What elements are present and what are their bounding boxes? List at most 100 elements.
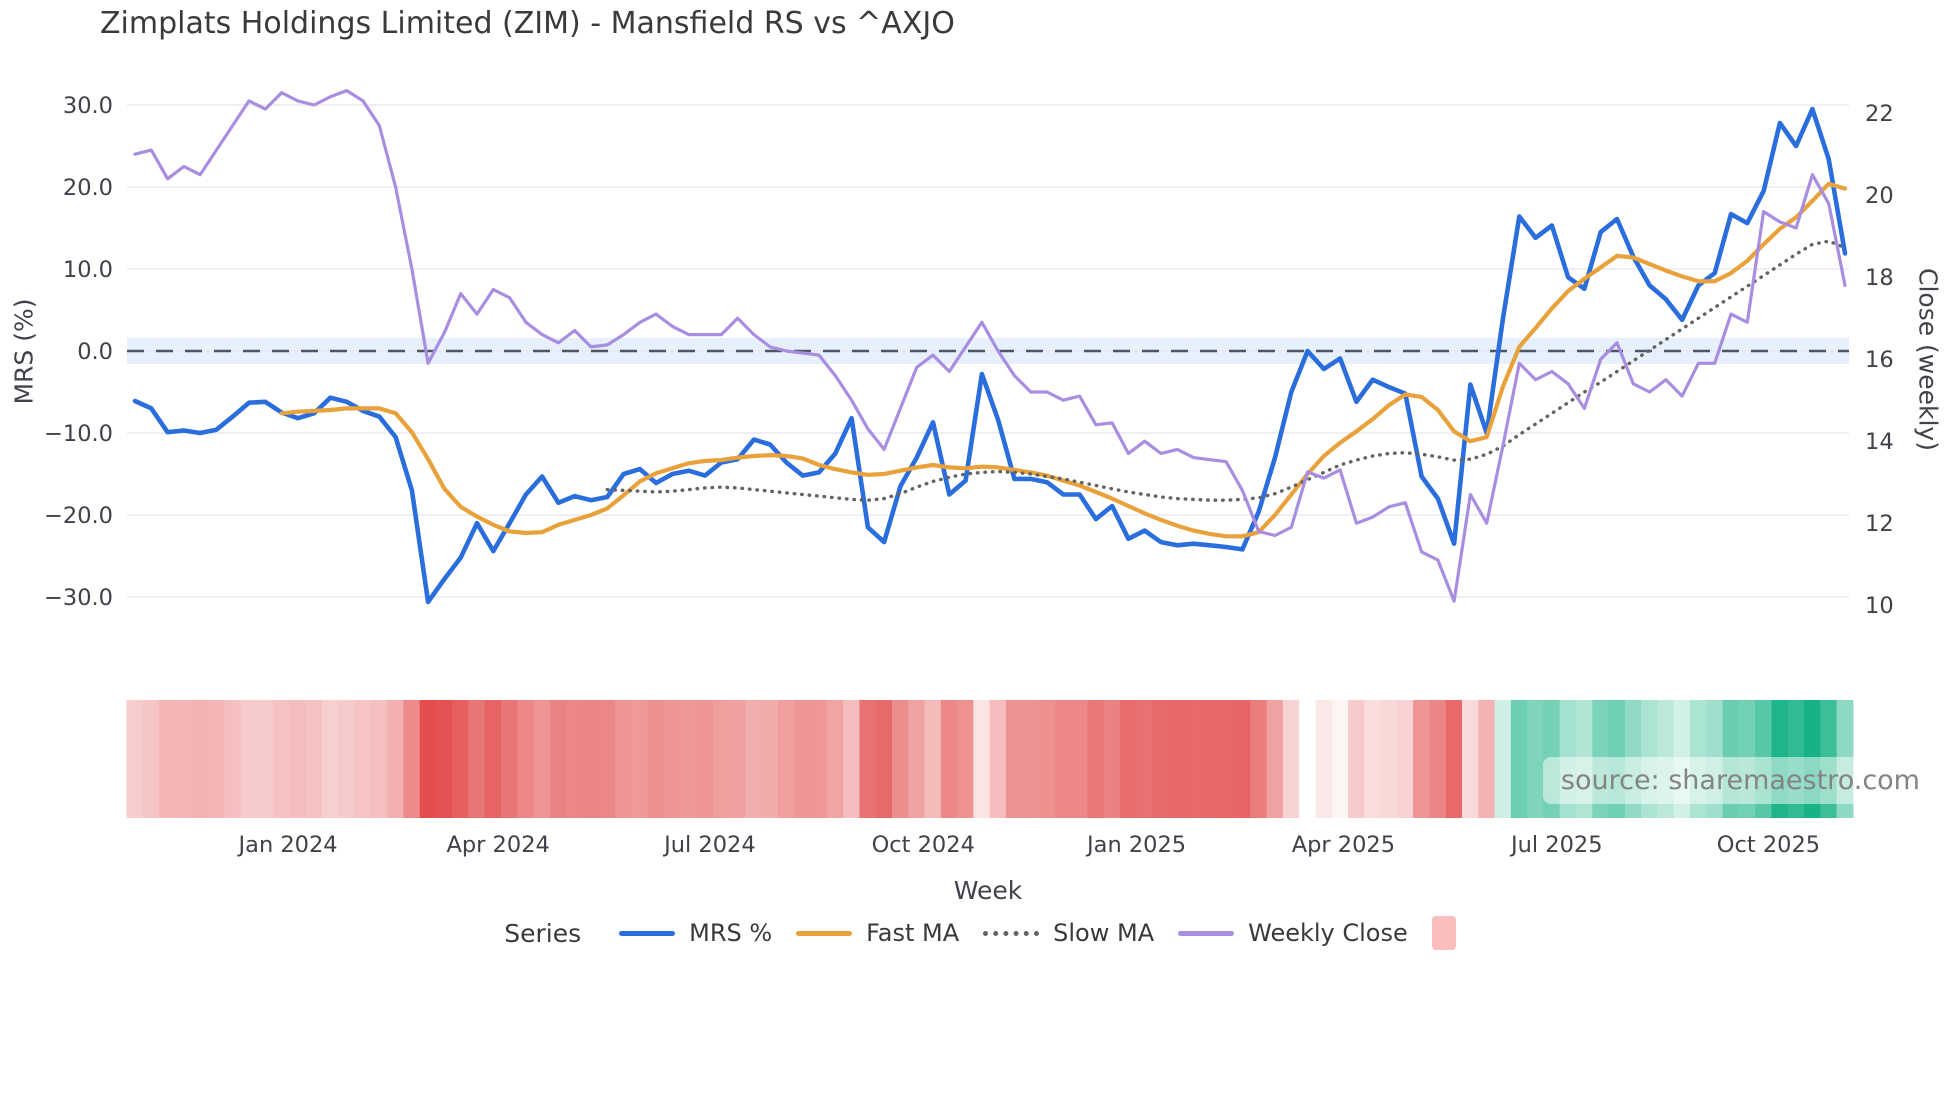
series-line-weekly-close [133, 89, 1847, 603]
y-right-tick-label: 22 [1865, 101, 1894, 127]
heatmap-week-cell [1038, 700, 1056, 818]
heatmap-week-cell [777, 700, 795, 818]
heatmap-week-cell [1087, 700, 1105, 818]
heatmap-week-cell [549, 700, 567, 818]
heatmap-week-cell [159, 700, 177, 818]
heatmap-week-cell [663, 700, 681, 818]
y-left-tick-label: −20.0 [44, 503, 113, 529]
heatmap-week-cell [1396, 700, 1414, 818]
x-tick-label: Jul 2025 [1509, 832, 1603, 858]
heatmap-week-cell [794, 700, 812, 818]
legend-item-label: Slow MA [1053, 919, 1155, 947]
heatmap-week-cell [1299, 700, 1317, 818]
x-tick-label: Oct 2024 [872, 832, 975, 858]
heatmap-week-cell [1071, 700, 1089, 818]
x-tick-label: Jan 2025 [1085, 832, 1186, 858]
x-tick-label: Apr 2024 [446, 832, 549, 858]
heatmap-week-cell [419, 700, 437, 818]
y-axis-left-title: MRS (%) [9, 298, 39, 405]
heatmap-swatch-icon [1431, 916, 1456, 950]
y-right-tick-label: 14 [1865, 429, 1894, 455]
heatmap-week-cell [387, 700, 405, 818]
legend-item-mrs[interactable]: MRS % [619, 919, 772, 947]
heatmap-week-cell [1478, 700, 1496, 818]
x-tick-label: Apr 2025 [1292, 832, 1395, 858]
heatmap-week-cell [1413, 700, 1431, 818]
heatmap-week-cell [973, 700, 991, 818]
heatmap-week-cell [240, 700, 258, 818]
y-axis-right-title: Close (weekly) [1913, 268, 1943, 451]
y-right-tick-label: 18 [1865, 265, 1894, 291]
heatmap-week-cell [207, 700, 225, 818]
heatmap-week-cell [1119, 700, 1137, 818]
heatmap-week-cell [1217, 700, 1235, 818]
heatmap-week-cell [1282, 700, 1300, 818]
fast-ma-line-swatch-icon [796, 930, 853, 936]
source-text: source: sharemaestro.com [1560, 765, 1920, 796]
heatmap-week-cell [696, 700, 714, 818]
heatmap-week-cell [1494, 700, 1512, 818]
heatmap-week-cell [1250, 700, 1268, 818]
heatmap-week-cell [338, 700, 356, 818]
heatmap-week-cell [1233, 700, 1251, 818]
heatmap-week-cell [615, 700, 633, 818]
heatmap-week-cell [875, 700, 893, 818]
heatmap-week-cell [501, 700, 519, 818]
heatmap-week-cell [940, 700, 958, 818]
x-tick-label: Jan 2024 [237, 832, 338, 858]
heatmap-week-cell [289, 700, 307, 818]
heatmap-week-cell [354, 700, 372, 818]
heatmap-week-cell [256, 700, 274, 818]
heatmap-week-cell [452, 700, 470, 818]
heatmap-week-cell [859, 700, 877, 818]
heatmap-week-cell [924, 700, 942, 818]
legend-item-fast-ma[interactable]: Fast MA [796, 919, 959, 947]
heatmap-week-cell [891, 700, 909, 818]
heatmap-week-cell [1168, 700, 1186, 818]
heatmap-week-cell [1461, 700, 1479, 818]
heatmap-week-cell [712, 700, 730, 818]
x-tick-label: Oct 2025 [1717, 832, 1820, 858]
y-left-tick-label: 20.0 [63, 175, 113, 201]
slow-ma-dotted-swatch-icon [983, 930, 1040, 936]
legend-item-label: Weekly Close [1248, 919, 1408, 947]
series-line-mrs- [132, 106, 1848, 605]
heatmap-week-cell [843, 700, 861, 818]
heatmap-week-cell [647, 700, 665, 818]
heatmap-week-cell [1510, 700, 1528, 818]
heatmap-week-cell [1445, 700, 1463, 818]
heatmap-week-cell [1331, 700, 1349, 818]
y-right-tick-label: 16 [1865, 347, 1894, 373]
heatmap-week-cell [533, 700, 551, 818]
legend-item-label: MRS % [689, 919, 773, 947]
heatmap-week-cell [191, 700, 209, 818]
heatmap-week-cell [273, 700, 291, 818]
y-left-tick-label: 10.0 [63, 257, 113, 283]
y-right-tick-label: 10 [1865, 593, 1894, 619]
heatmap-week-cell [1429, 700, 1447, 818]
heatmap-week-cell [680, 700, 698, 818]
heatmap-week-cell [1103, 700, 1121, 818]
heatmap-week-cell [142, 700, 160, 818]
heatmap-week-cell [826, 700, 844, 818]
heatmap-week-cell [517, 700, 535, 818]
heatmap-week-cell [1152, 700, 1170, 818]
heatmap-week-cell [1315, 700, 1333, 818]
chart-title: Zimplats Holdings Limited (ZIM) - Mansfi… [100, 6, 955, 41]
heatmap-week-cell [224, 700, 242, 818]
legend-item-weekly-close[interactable]: Weekly Close [1178, 919, 1408, 947]
mrs-line-swatch-icon [619, 930, 676, 936]
heatmap-week-cell [1136, 700, 1154, 818]
y-right-tick-label: 20 [1865, 183, 1894, 209]
heatmap-week-cell [598, 700, 616, 818]
legend-item-heatmap[interactable] [1431, 916, 1456, 950]
heatmap-week-cell [321, 700, 339, 818]
legend-item-slow-ma[interactable]: Slow MA [983, 919, 1154, 947]
legend-title: Series [504, 918, 582, 948]
heatmap-week-cell [908, 700, 926, 818]
heatmap-week-cell [1380, 700, 1398, 818]
y-left-tick-label: 30.0 [63, 93, 113, 119]
legend: Series MRS % Fast MA Slow MA Weekly Clos… [0, 916, 1960, 950]
